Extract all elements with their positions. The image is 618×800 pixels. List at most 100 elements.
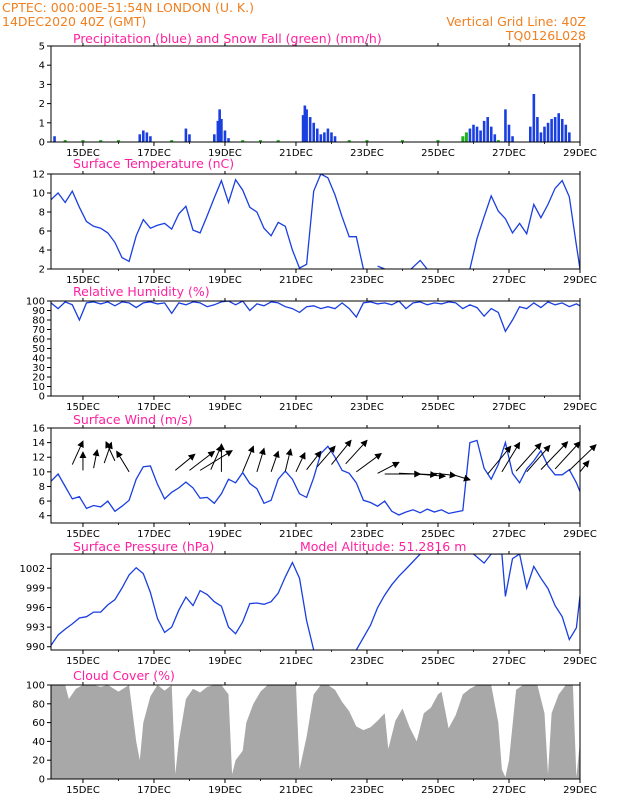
y-tick-label: 8 (39, 482, 45, 493)
y-tick-label: 10 (32, 467, 45, 478)
y-tick-label: 993 (26, 623, 45, 634)
precip-bar (142, 130, 145, 142)
plot-area (51, 174, 580, 269)
x-tick-label: 27DEC (492, 148, 526, 159)
precip-bar (184, 128, 188, 142)
plot-area (51, 439, 580, 516)
x-tick-label: 21DEC (279, 275, 313, 286)
y-tick-label: 100 (26, 681, 45, 692)
precip-bar (504, 109, 507, 142)
precip-bar (564, 124, 568, 142)
y-tick-label: 990 (26, 642, 45, 653)
wind-arrow (256, 447, 266, 472)
panel-title: Cloud Cover (%) (73, 668, 175, 683)
wind-arrow (526, 444, 551, 473)
precip-bar (479, 130, 482, 142)
y-tick-label: 3 (39, 80, 45, 91)
snow-bar (496, 140, 500, 142)
y-tick-label: 4 (39, 511, 45, 522)
x-tick-label: 19DEC (208, 656, 242, 667)
y-tick-label: 90 (32, 306, 45, 317)
y-tick-label: 4 (39, 246, 45, 257)
wind-arrow (554, 441, 581, 470)
y-tick-label: 6 (39, 227, 45, 238)
precip-bar (312, 122, 316, 142)
wind-arrow (284, 448, 293, 472)
x-tick-label: 19DEC (208, 148, 242, 159)
panel-subtitle: Model Altitude: 51.2816 m (300, 539, 466, 554)
wind-arrow (487, 445, 512, 475)
wind-arrow (199, 450, 233, 471)
y-tick-label: 12 (32, 170, 45, 181)
x-tick-label: 17DEC (137, 402, 171, 413)
panel-frame (50, 45, 581, 143)
wind-arrow (306, 450, 322, 470)
snow-bar (461, 136, 465, 142)
x-tick-label: 21DEC (279, 529, 313, 540)
snow-bar (99, 140, 103, 142)
wind-arrow (569, 444, 597, 471)
precip-bar (536, 117, 539, 142)
wind-arrow (455, 474, 471, 482)
precip-bar (511, 136, 514, 142)
series-line (51, 301, 580, 333)
precip-bar (557, 113, 560, 142)
x-tick-label: 25DEC (421, 148, 455, 159)
precip-bar (188, 134, 191, 142)
precip-bar (539, 132, 543, 142)
x-tick-label: 25DEC (421, 529, 455, 540)
y-tick-label: 12 (32, 453, 45, 464)
precip-bar (220, 118, 223, 142)
snow-bar (258, 140, 262, 142)
series-line (473, 554, 580, 642)
x-tick-label: 15DEC (66, 529, 100, 540)
y-tick-label: 0 (39, 392, 45, 403)
precip-bar (326, 128, 330, 142)
precip-bar (145, 132, 149, 142)
header-location: CPTEC: 000:00E-51:54N LONDON (U. K.) (2, 0, 254, 15)
y-tick-label: 60 (32, 718, 45, 729)
wind-arrow (515, 442, 542, 472)
precip-bar (493, 134, 497, 142)
x-tick-label: 29DEC (563, 275, 597, 286)
wind-arrow (501, 441, 521, 473)
precip-bar (468, 128, 472, 142)
y-tick-label: 30 (32, 363, 45, 374)
x-tick-label: 23DEC (350, 785, 384, 796)
precip-bar (227, 138, 230, 142)
wind-arrow (71, 440, 84, 465)
y-tick-label: 6 (39, 497, 45, 508)
wind-arrow (434, 471, 457, 479)
y-tick-label: 0 (39, 138, 45, 149)
wind-arrow (270, 450, 280, 473)
precip-bar (528, 126, 532, 142)
precip-bar (546, 122, 550, 142)
y-tick-label: 2 (39, 265, 45, 276)
x-tick-label: 27DEC (492, 529, 526, 540)
y-tick-label: 4 (39, 61, 45, 72)
x-tick-label: 21DEC (279, 148, 313, 159)
precip-bar (301, 115, 305, 142)
y-tick-label: 996 (26, 603, 45, 614)
precip-bar (149, 136, 152, 142)
x-tick-label: 15DEC (66, 656, 100, 667)
wind-arrow (377, 461, 400, 474)
panel-title: Precipitation (blue) and Snow Fall (gree… (73, 31, 382, 46)
x-tick-label: 19DEC (208, 529, 242, 540)
x-tick-label: 25DEC (421, 656, 455, 667)
cloud-cover-area (51, 685, 580, 779)
precip-bar (305, 109, 308, 142)
header-vertical-grid: Vertical Grid Line: 40Z (446, 14, 586, 29)
panel-frame (50, 173, 581, 270)
panel-1: 0 1 2 3 4 5 15DEC 17DEC 19DEC 21DEC 23DEC 25DEC 27DE… (39, 31, 597, 159)
series-line (355, 554, 421, 650)
x-tick-label: 21DEC (279, 656, 313, 667)
precip-bar (560, 118, 564, 142)
y-tick-label: 70 (32, 325, 45, 336)
x-tick-label: 29DEC (563, 656, 597, 667)
wind-arrow (92, 448, 100, 469)
y-tick-label: 100 (26, 297, 45, 308)
panel-4: 4 6 8 10 12 14 16 15DEC 17DEC 19DEC 21DEC 23DEC 25DE… (32, 412, 597, 540)
precip-bar (568, 132, 571, 142)
